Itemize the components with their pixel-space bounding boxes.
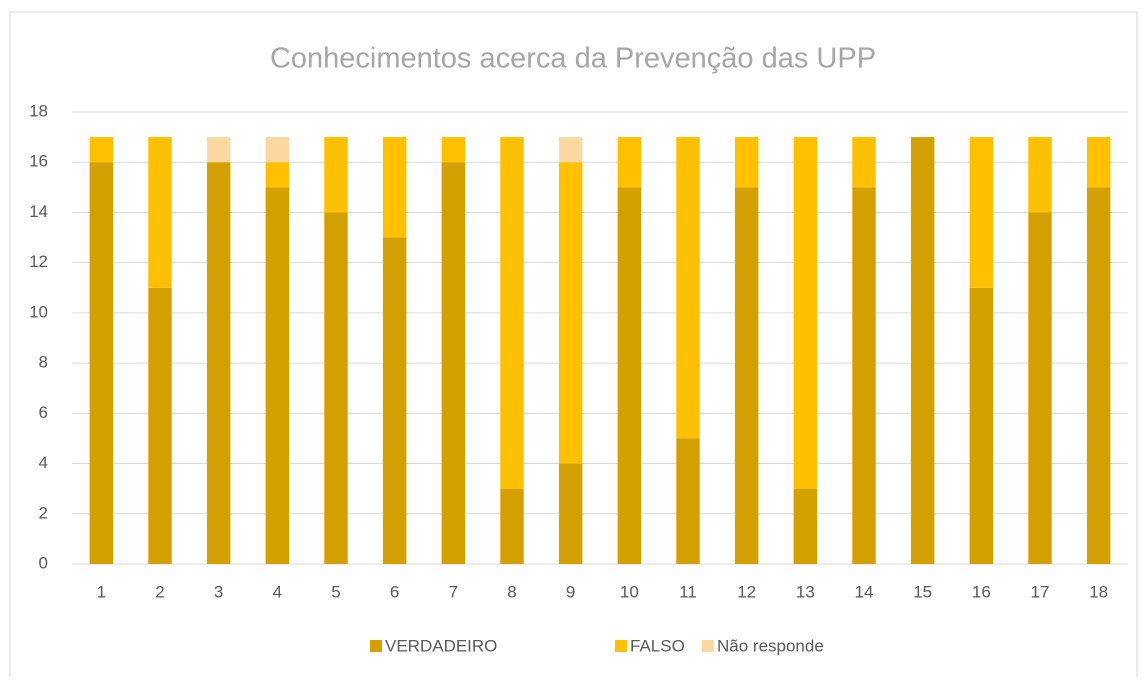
bar-segment [89,137,114,163]
bar-segment [265,187,290,565]
x-tick-label: 12 [737,582,756,601]
x-tick-label: 11 [679,582,697,601]
bar-segment [617,137,642,188]
bar-segment [793,488,818,564]
bar-segment [734,187,759,565]
bar-segment [148,287,172,564]
bar-segment [969,287,994,564]
bar-segment [1086,187,1111,565]
bar-segment [324,212,348,564]
bar-segment [206,137,231,163]
x-tick-label: 4 [273,582,282,601]
x-tick-label: 15 [913,582,932,601]
legend-label: VERDADEIRO [385,636,497,655]
bar-segment [324,137,348,213]
bar-segment [441,162,466,564]
bar-segment [558,137,583,163]
bar-segment [1028,212,1052,564]
y-tick-label: 4 [39,453,48,472]
bar-segment [558,162,583,464]
bar-segment [382,237,407,565]
x-tick-label: 3 [214,582,223,601]
bar-segment [89,162,114,564]
legend-swatch [615,640,627,652]
legend-label: FALSO [630,636,685,655]
x-tick-label: 18 [1089,582,1108,601]
x-tick-label: 17 [1031,582,1050,601]
bar-segment [558,463,583,564]
bar-segment [148,137,172,288]
y-tick-label: 14 [29,202,48,221]
y-tick-label: 18 [29,101,48,120]
x-tick-label: 2 [155,582,164,601]
x-tick-label: 10 [620,582,639,601]
x-tick-label: 16 [972,582,991,601]
y-tick-label: 12 [29,252,48,271]
bar-segment [500,137,524,489]
bar-segment [676,137,700,439]
bar-segment [969,137,994,288]
bar-segment [852,187,876,565]
y-tick-label: 0 [39,553,48,572]
y-tick-label: 2 [39,503,48,522]
bar-segment [793,137,818,489]
x-tick-label: 9 [566,582,575,601]
x-tick-label: 5 [331,582,340,601]
bar-segment [500,488,524,564]
x-tick-label: 14 [855,582,874,601]
bar-segment [1086,137,1111,188]
y-tick-label: 6 [39,403,48,422]
y-tick-label: 10 [29,302,48,321]
bar-segment [734,137,759,188]
legend-label: Não responde [717,636,824,655]
x-tick-label: 13 [796,582,815,601]
x-tick-label: 1 [97,582,106,601]
bar-segment [441,137,466,163]
x-tick-label: 8 [507,582,516,601]
bar-segment [852,137,876,188]
legend-swatch [702,640,714,652]
bar-segment [910,137,935,564]
bar-segment [265,162,290,188]
bar-segment [206,162,231,564]
x-tick-label: 6 [390,582,399,601]
legend-swatch [370,640,382,652]
y-tick-label: 16 [29,152,48,171]
bar-segment [617,187,642,565]
bar-segment [676,438,700,564]
y-tick-label: 8 [39,353,48,372]
bar-segment [382,137,407,238]
x-tick-label: 7 [449,582,458,601]
bar-segment [1028,137,1052,213]
chart-title: Conhecimentos acerca da Prevenção das UP… [270,43,876,75]
bar-segment [265,137,290,163]
